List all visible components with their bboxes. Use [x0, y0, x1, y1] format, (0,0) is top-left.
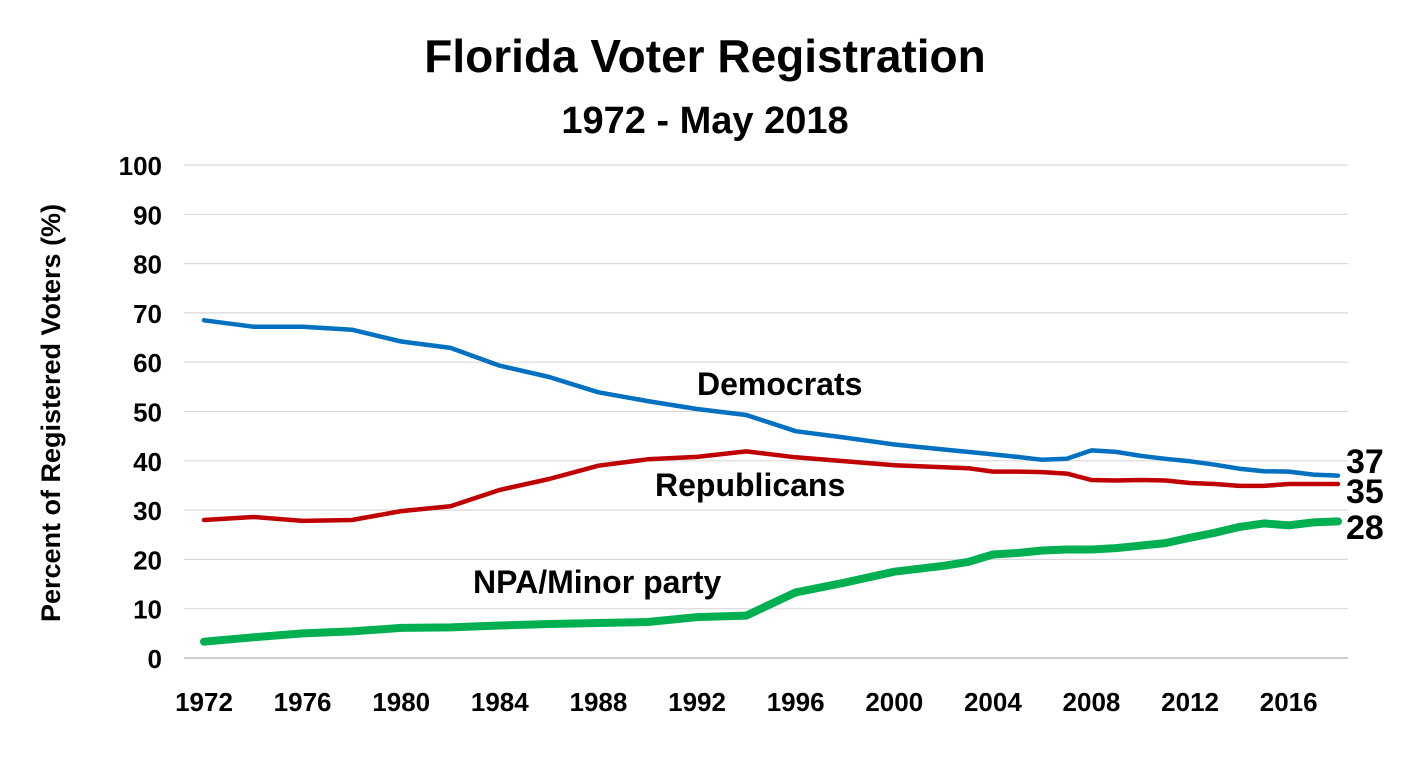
- y-tick-label: 80: [133, 250, 162, 280]
- chart-title: Florida Voter Registration: [424, 30, 985, 82]
- x-tick-label: 1996: [767, 687, 825, 717]
- x-tick-label: 1988: [570, 687, 628, 717]
- series-line-2: [200, 517, 1342, 646]
- series-line-0: [201, 318, 1341, 478]
- series-end-label: 28: [1346, 509, 1384, 547]
- series-group: [200, 318, 1342, 646]
- x-tick-label: 2012: [1161, 687, 1219, 717]
- y-tick-label: 60: [133, 348, 162, 378]
- gridlines: [184, 164, 1348, 610]
- y-tick-label: 0: [148, 644, 162, 674]
- x-tick-label: 1992: [668, 687, 726, 717]
- x-tick-label: 1984: [471, 687, 529, 717]
- series-line-1: [201, 449, 1341, 524]
- y-tick-label: 30: [133, 496, 162, 526]
- y-tick-label: 40: [133, 447, 162, 477]
- y-tick-label: 70: [133, 299, 162, 329]
- chart-subtitle: 1972 - May 2018: [561, 100, 848, 142]
- y-tick-label: 20: [133, 545, 162, 575]
- series-name-label: NPA/Minor party: [473, 564, 722, 600]
- series-end-label: 35: [1346, 473, 1384, 511]
- y-tick-label: 50: [133, 398, 162, 428]
- y-tick-label: 90: [133, 200, 162, 230]
- y-axis-label: Percent of Registered Voters (%): [36, 204, 66, 622]
- x-tick-labels: 1972 1976 1980 1984 1988 1992 1996 2000 2004 2008…: [175, 687, 1318, 717]
- series-labels: Democrats 37 Republicans 35 NPA/Minor party 2…: [473, 366, 1384, 600]
- x-tick-label: 2008: [1063, 687, 1121, 717]
- x-tick-label: 1972: [175, 687, 233, 717]
- y-tick-label: 100: [119, 151, 162, 181]
- x-tick-label: 1976: [274, 687, 332, 717]
- series-end-label: 37: [1346, 443, 1384, 481]
- x-tick-label: 2016: [1260, 687, 1318, 717]
- series-name-label: Republicans: [655, 467, 845, 503]
- x-tick-label: 1980: [372, 687, 430, 717]
- y-tick-labels: 0 10 20 30 40 50 60 70 80 90 100: [119, 151, 162, 674]
- x-tick-label: 2000: [865, 687, 923, 717]
- x-tick-label: 2004: [964, 687, 1022, 717]
- series-name-label: Democrats: [697, 366, 862, 402]
- y-tick-label: 10: [133, 595, 162, 625]
